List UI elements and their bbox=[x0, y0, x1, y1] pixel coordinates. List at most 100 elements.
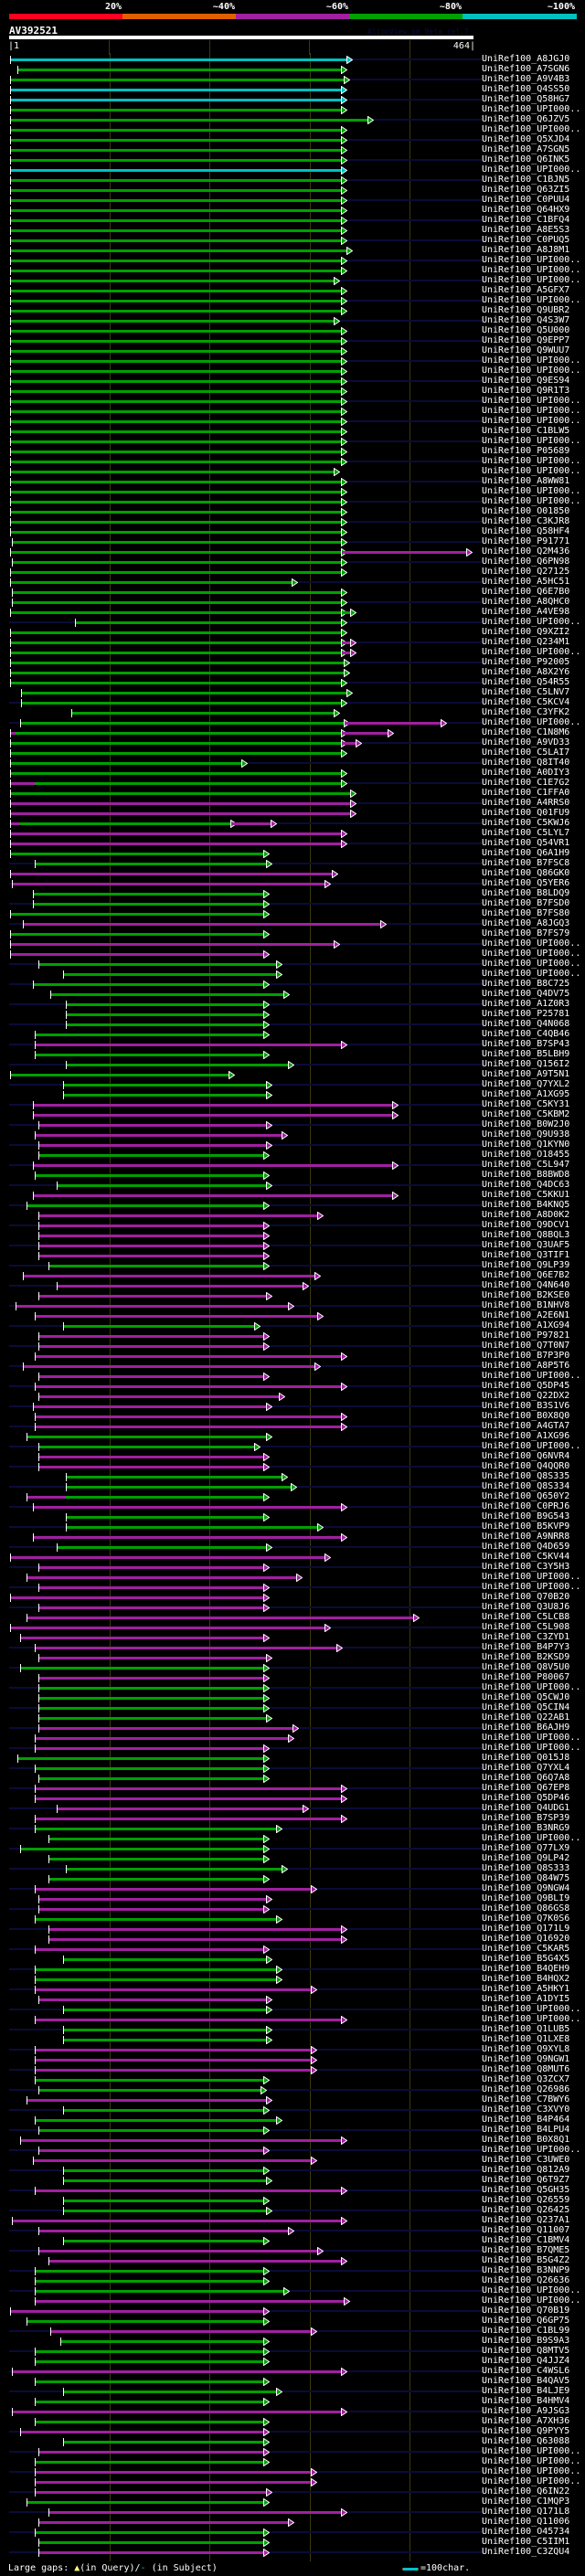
hit-label[interactable]: UniRef100_B0X8Q0 bbox=[482, 1411, 570, 1421]
hit-label[interactable]: UniRef100_Q4SS50 bbox=[482, 84, 570, 94]
hit-label[interactable]: UniRef100_P25781 bbox=[482, 1009, 570, 1019]
hit-label[interactable]: UniRef100_C3Y5H3 bbox=[482, 1562, 570, 1572]
hit-label[interactable]: UniRef100_Q6E7B2 bbox=[482, 1270, 570, 1280]
hit-label[interactable]: UniRef100_UPI000.. bbox=[482, 436, 581, 446]
hit-label[interactable]: UniRef100_Q11006 bbox=[482, 2517, 570, 2527]
hit-label[interactable]: UniRef100_Q26559 bbox=[482, 2195, 570, 2205]
hit-label[interactable]: UniRef100_UPI000.. bbox=[482, 647, 581, 657]
hit-label[interactable]: UniRef100_B4QAV5 bbox=[482, 2376, 570, 2386]
hit-label[interactable]: UniRef100_C1BLW5 bbox=[482, 426, 570, 436]
hit-label[interactable]: UniRef100_Q9DCV1 bbox=[482, 1220, 570, 1230]
hit-label[interactable]: UniRef100_Q6INK5 bbox=[482, 154, 570, 164]
hit-label[interactable]: UniRef100_Q4N068 bbox=[482, 1019, 570, 1029]
hit-label[interactable]: UniRef100_A8J8M1 bbox=[482, 245, 570, 255]
hit-label[interactable]: UniRef100_A4RRS0 bbox=[482, 798, 570, 808]
hit-label[interactable]: UniRef100_UPI000.. bbox=[482, 1572, 581, 1582]
hit-label[interactable]: UniRef100_UPI000.. bbox=[482, 938, 581, 949]
hit-label[interactable]: UniRef100_Q1LXE8 bbox=[482, 2034, 570, 2044]
hit-label[interactable]: UniRef100_Q63088 bbox=[482, 2436, 570, 2446]
hit-label[interactable]: UniRef100_Q9LP42 bbox=[482, 1853, 570, 1863]
hit-label[interactable]: UniRef100_UPI000.. bbox=[482, 2476, 581, 2486]
hit-label[interactable]: UniRef100_UPI000.. bbox=[482, 366, 581, 376]
hit-label[interactable]: UniRef100_UPI000.. bbox=[482, 275, 581, 285]
hit-label[interactable]: UniRef100_Q6NVR4 bbox=[482, 1451, 570, 1461]
hit-label[interactable]: UniRef100_UPI000.. bbox=[482, 1743, 581, 1753]
hit-label[interactable]: UniRef100_C1BMV4 bbox=[482, 2235, 570, 2245]
hit-label[interactable]: UniRef100_Q9WUU7 bbox=[482, 345, 570, 355]
hit-label[interactable]: UniRef100_Q9ES94 bbox=[482, 376, 570, 386]
hit-label[interactable]: UniRef100_A5HC51 bbox=[482, 577, 570, 587]
hit-label[interactable]: UniRef100_C3ZYD1 bbox=[482, 1632, 570, 1642]
hit-label[interactable]: UniRef100_B0X8Q1 bbox=[482, 2135, 570, 2145]
hit-label[interactable]: UniRef100_Q4DV75 bbox=[482, 989, 570, 999]
hit-label[interactable]: UniRef100_C1BFQ4 bbox=[482, 215, 570, 225]
hit-label[interactable]: UniRef100_C3YFK2 bbox=[482, 707, 570, 717]
hit-label[interactable]: UniRef100_Q9LP39 bbox=[482, 1260, 570, 1270]
hit-label[interactable]: UniRef100_Q156I2 bbox=[482, 1059, 570, 1069]
hit-label[interactable]: UniRef100_A1XG95 bbox=[482, 1089, 570, 1099]
hit-label[interactable]: UniRef100_B1NHV8 bbox=[482, 1300, 570, 1310]
hit-label[interactable]: UniRef100_A9NRR8 bbox=[482, 1532, 570, 1542]
hit-label[interactable]: UniRef100_C4WSL6 bbox=[482, 2366, 570, 2376]
hit-label[interactable]: UniRef100_Q1KYN0 bbox=[482, 1140, 570, 1150]
hit-label[interactable]: UniRef100_A1Z0R3 bbox=[482, 999, 570, 1009]
hit-label[interactable]: UniRef100_Q4N640 bbox=[482, 1280, 570, 1290]
hit-label[interactable]: UniRef100_Q3TIF1 bbox=[482, 1250, 570, 1260]
hit-label[interactable]: UniRef100_B8C725 bbox=[482, 979, 570, 989]
hit-label[interactable]: UniRef100_B9G543 bbox=[482, 1511, 570, 1521]
hit-label[interactable]: UniRef100_A9T5N1 bbox=[482, 1069, 570, 1079]
hit-label[interactable]: UniRef100_Q8BQL3 bbox=[482, 1230, 570, 1240]
hit-label[interactable]: UniRef100_A8WW81 bbox=[482, 476, 570, 486]
hit-label[interactable]: UniRef100_Q70B19 bbox=[482, 2306, 570, 2316]
hit-label[interactable]: UniRef100_B4LJE9 bbox=[482, 2386, 570, 2396]
hit-label[interactable]: UniRef100_UPI000.. bbox=[482, 295, 581, 305]
hit-label[interactable]: UniRef100_UPI000.. bbox=[482, 416, 581, 426]
hit-label[interactable]: UniRef100_C5LCB8 bbox=[482, 1612, 570, 1622]
hit-label[interactable]: UniRef100_Q3ZCX7 bbox=[482, 2074, 570, 2084]
hit-label[interactable]: UniRef100_B7QME5 bbox=[482, 2245, 570, 2255]
hit-label[interactable]: UniRef100_UPI000.. bbox=[482, 124, 581, 134]
hit-label[interactable]: UniRef100_B8LDQ9 bbox=[482, 888, 570, 898]
hit-label[interactable]: UniRef100_UPI000.. bbox=[482, 456, 581, 466]
hit-label[interactable]: UniRef100_Q5DP46 bbox=[482, 1793, 570, 1803]
hit-label[interactable]: UniRef100_Q6E7B0 bbox=[482, 587, 570, 597]
hit-label[interactable]: UniRef100_Q171L8 bbox=[482, 2507, 570, 2517]
hit-label[interactable]: UniRef100_A8QHC0 bbox=[482, 597, 570, 607]
hit-label[interactable]: UniRef100_A8D0K2 bbox=[482, 1210, 570, 1220]
hit-label[interactable]: UniRef100_UPI000.. bbox=[482, 164, 581, 175]
hit-label[interactable]: UniRef100_A8JGQ3 bbox=[482, 918, 570, 928]
hit-label[interactable]: UniRef100_A4VE98 bbox=[482, 607, 570, 617]
hit-label[interactable]: UniRef100_C5KAR5 bbox=[482, 1944, 570, 1954]
hit-label[interactable]: UniRef100_UPI000.. bbox=[482, 717, 581, 727]
hit-label[interactable]: UniRef100_Q64HX9 bbox=[482, 205, 570, 215]
hit-label[interactable]: UniRef100_C5KKU1 bbox=[482, 1190, 570, 1200]
hit-label[interactable]: UniRef100_B7P3P0 bbox=[482, 1351, 570, 1361]
hit-label[interactable]: UniRef100_B7SP39 bbox=[482, 1813, 570, 1823]
hit-label[interactable]: UniRef100_Q4DC63 bbox=[482, 1180, 570, 1190]
hit-label[interactable]: UniRef100_Q26425 bbox=[482, 2205, 570, 2215]
hit-label[interactable]: UniRef100_Q9NGW1 bbox=[482, 2054, 570, 2064]
hit-label[interactable]: UniRef100_C1E7G2 bbox=[482, 778, 570, 788]
hit-label[interactable]: UniRef100_UPI000.. bbox=[482, 1733, 581, 1743]
hit-label[interactable]: UniRef100_Q015J8 bbox=[482, 1753, 570, 1763]
hit-label[interactable]: UniRef100_C1BL99 bbox=[482, 2326, 570, 2336]
hit-label[interactable]: UniRef100_C5L908 bbox=[482, 1622, 570, 1632]
hit-label[interactable]: UniRef100_UPI000.. bbox=[482, 2295, 581, 2306]
hit-label[interactable]: UniRef100_UPI000.. bbox=[482, 2456, 581, 2466]
hit-label[interactable]: UniRef100_Q6A1H9 bbox=[482, 848, 570, 858]
hit-label[interactable]: UniRef100_Q54R55 bbox=[482, 677, 570, 687]
hit-label[interactable]: UniRef100_C1BJN5 bbox=[482, 175, 570, 185]
hit-label[interactable]: UniRef100_B0W2J0 bbox=[482, 1119, 570, 1129]
hit-label[interactable]: UniRef100_C1MQP3 bbox=[482, 2496, 570, 2507]
hit-label[interactable]: UniRef100_Q67EP8 bbox=[482, 1783, 570, 1793]
hit-label[interactable]: UniRef100_C5LAI7 bbox=[482, 747, 570, 758]
hit-label[interactable]: UniRef100_C5KCV4 bbox=[482, 697, 570, 707]
hit-label[interactable]: UniRef100_B4HMV4 bbox=[482, 2396, 570, 2406]
hit-label[interactable]: UniRef100_Q4QQR0 bbox=[482, 1461, 570, 1471]
hit-label[interactable]: UniRef100_UPI000.. bbox=[482, 355, 581, 366]
hit-label[interactable]: UniRef100_Q6Q7A8 bbox=[482, 1773, 570, 1783]
hit-label[interactable]: UniRef100_C5L947 bbox=[482, 1160, 570, 1170]
hit-label[interactable]: UniRef100_Q9XYL8 bbox=[482, 2044, 570, 2054]
hit-label[interactable]: UniRef100_B6AJH9 bbox=[482, 1723, 570, 1733]
hit-label[interactable]: UniRef100_Q5YER6 bbox=[482, 878, 570, 888]
